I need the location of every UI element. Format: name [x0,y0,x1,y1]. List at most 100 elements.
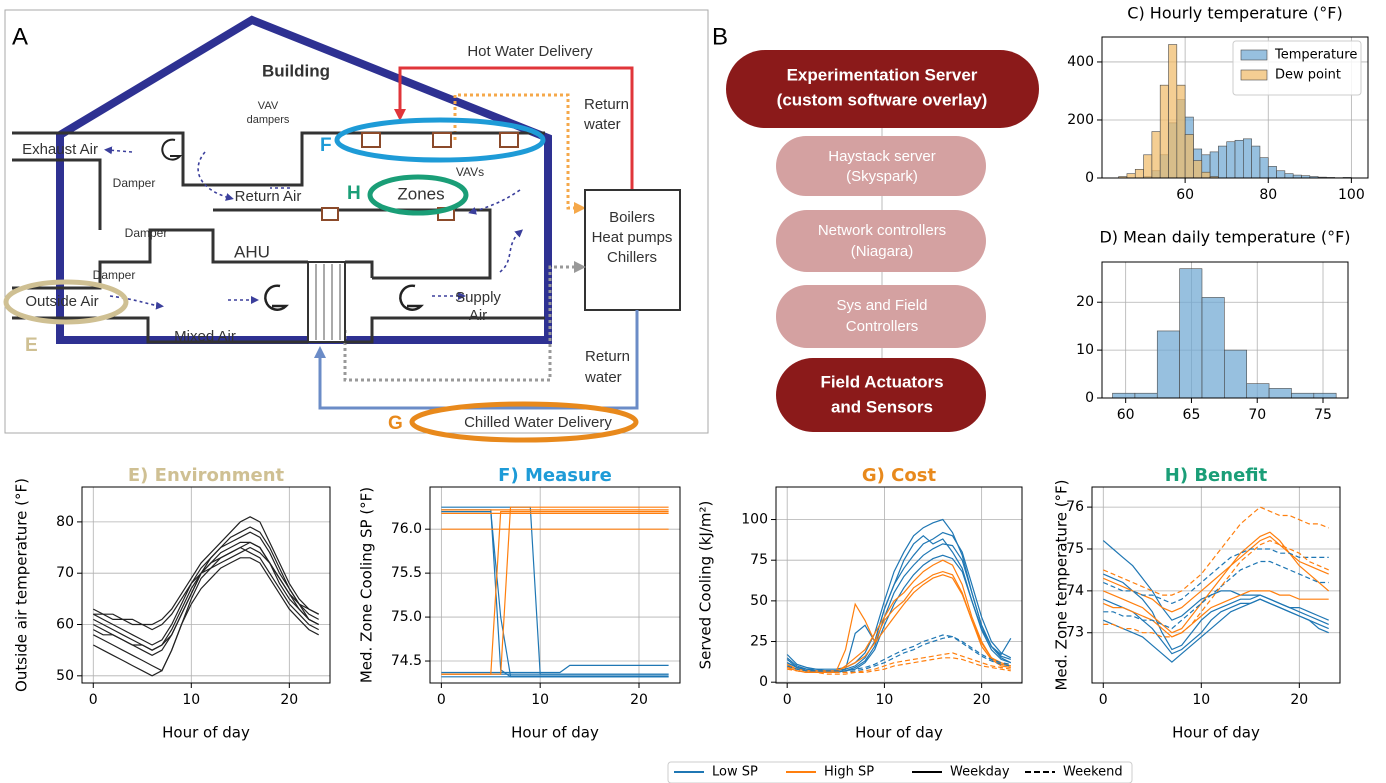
y-tick-label: 80 [56,514,74,530]
panel-b: B Experimentation Server (custom softwar… [712,23,1039,432]
y-tick-label: 20 [1076,294,1094,310]
box-label: Experimentation Server [787,65,978,84]
y-tick-label: 74.5 [391,653,422,669]
damper-label: Damper [125,226,168,240]
highlight-h [367,174,469,216]
y-tick-label: 50 [750,593,768,609]
x-tick-label: 0 [783,692,792,708]
line-series [1103,573,1329,651]
line-series [93,526,319,651]
hist-bar [1267,166,1277,179]
box-label: Sys and Field [837,297,928,314]
line-series [441,664,669,674]
plant-label: Chillers [607,249,657,266]
plant-label: Boilers [609,209,655,226]
y-tick-label: 0 [1085,170,1094,186]
layer-box [776,285,986,348]
line-series [1103,539,1329,638]
plant-box [584,189,681,311]
duct [12,158,102,230]
grid [430,487,680,683]
chart: D) Mean daily temperature (°F) 0 10 20 60 65 7… [1076,228,1350,424]
server-box [726,50,1039,128]
line-series [93,546,319,672]
y-tick-label: 50 [56,668,74,684]
hist-bar [1184,134,1194,179]
x-tick-label: 20 [1290,692,1308,708]
coil-fins [315,264,341,340]
hist-bar [1259,157,1269,179]
box-label: Controllers [846,318,919,335]
y-tick-label: 400 [1067,54,1094,70]
box-label: and Sensors [831,397,933,416]
h-label: H [347,183,361,204]
line-series [786,531,1012,672]
hist-bar [1276,170,1286,179]
chart-title: F) Measure [498,465,612,486]
x-axis-label: Hour of day [855,724,943,742]
outside-air-label: Outside Air [25,293,98,310]
hist-bar [1201,171,1211,179]
plot-frame [775,486,1023,684]
chart-title: H) Benefit [1165,465,1268,486]
hist-bar [1291,392,1315,399]
panel-label: A [12,23,28,50]
line-series [1102,540,1329,621]
line-series [786,574,1011,672]
chilled-water-line [314,310,639,410]
air-flow [109,295,164,310]
hist-bar [1143,154,1153,179]
legend-swatch [1240,49,1268,61]
hist-bar [1224,349,1248,399]
y-tick-label: 0 [759,674,768,690]
line-series [1103,535,1329,613]
marks [1102,506,1330,663]
hist-bar [1193,160,1203,179]
y-axis-label: Med. Zone Cooling SP (°F) [358,487,376,683]
chilled-water-label: Chilled Water Delivery [464,414,612,431]
y-tick-label: 0 [1085,390,1094,406]
damper-label: Damper [113,176,156,190]
line-series [93,557,319,677]
chart: H) Benefit 73 74 75 76 0 10 20 Hour of day Med. Z… [1053,465,1341,742]
exhaust-air-label: Exhaust Air [22,141,98,158]
supply-air-label: Air [469,307,487,324]
hist-bar [1179,268,1203,399]
box-label: (Skyspark) [846,168,918,185]
y-axis-label: Med. Zone temperature (°F) [1053,479,1071,690]
marks [1112,268,1337,399]
box-label: Haystack server [828,148,936,165]
vavs-label: VAVs [456,165,484,179]
line-series [787,652,1011,673]
hist-bar [1134,392,1158,399]
line-series [787,570,1011,673]
y-tick-label: 70 [56,565,74,581]
legend-box [667,761,1133,783]
chart: G) Cost 0 25 50 75 100 0 10 20 Hour of day Served … [697,465,1023,742]
legend-label: High SP [824,765,874,780]
chart-title: E) Environment [128,465,285,486]
plot-frame [81,486,331,684]
hist-bar [1284,173,1294,179]
panel-a: A Building Hot Water Delivery Return wat… [3,9,709,443]
legend-label: Temperature [1274,48,1357,63]
line-series [1103,548,1329,605]
chart: E) Environment 50 60 70 80 0 10 20 Hour of day Ou… [13,465,331,742]
x-tick-label: 60 [1117,407,1135,423]
hist-bar [1156,330,1180,399]
legend-label: Weekend [1063,765,1123,780]
hist-bar [1246,383,1270,399]
marks [441,506,669,678]
line-series [93,531,319,646]
x-tick-label: 20 [973,692,991,708]
duct [345,316,545,344]
ahu-label: AHU [234,242,270,261]
line-series [93,541,319,656]
box-label: Field Actuators [820,372,943,391]
y-tick-label: 25 [750,634,768,650]
damper-label: Damper [93,268,136,282]
air-flow [468,189,521,215]
y-tick-label: 74 [1066,583,1084,599]
chart: C) Hourly temperature (°F) 0 200 400 60 80 100… [1067,4,1369,203]
plant-label: Heat pumps [592,229,673,246]
